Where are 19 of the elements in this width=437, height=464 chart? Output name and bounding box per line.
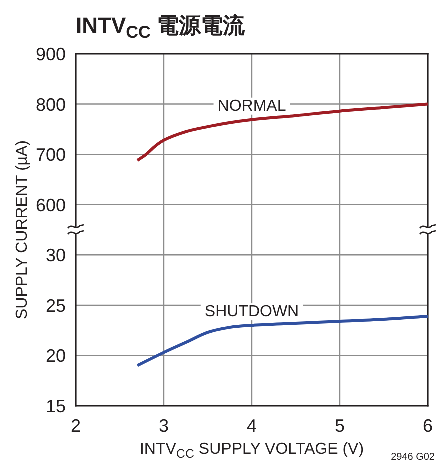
y-tick-label: 15 [46, 396, 66, 416]
x-tick-label: 2 [70, 416, 82, 436]
x-tick-label: 4 [246, 416, 258, 436]
y-axis-title: SUPPLY CURRENT (µA) [14, 140, 31, 320]
text: 2946 G02 [391, 452, 436, 463]
y-tick-label: 800 [36, 94, 66, 115]
y-tick-label: 700 [36, 145, 66, 166]
series-label: NORMAL [218, 98, 286, 115]
y-tick-label: 30 [46, 246, 66, 266]
y-tick-label: 600 [36, 195, 66, 216]
series-label: SHUTDOWN [204, 304, 300, 321]
x-tick-label: 5 [334, 416, 346, 436]
x-axis-title: INTV$_{CC}$ SUPPLY VOLTAGE (V) [140, 441, 364, 460]
y-tick-label: 25 [46, 296, 66, 316]
x-tick-label: 3 [158, 416, 170, 436]
y-tick-label: 20 [46, 346, 66, 366]
x-tick-label: 6 [422, 416, 434, 436]
y-tick-label: 900 [36, 44, 66, 64]
chart-title: INTV$_{CC}$ 電源電流 [76, 13, 246, 42]
